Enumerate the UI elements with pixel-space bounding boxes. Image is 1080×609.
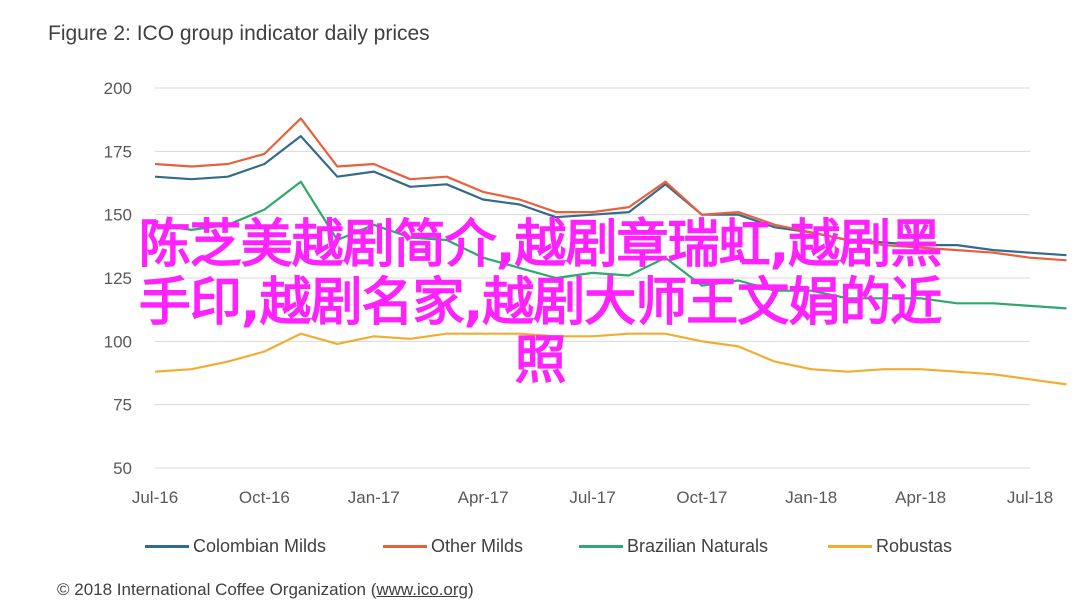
x-tick-label: Apr-17 (458, 488, 509, 507)
legend-label: Colombian Milds (193, 535, 327, 556)
y-tick-label: 150 (104, 206, 132, 225)
legend-item: Other Milds (383, 533, 523, 559)
series-line-other-milds (154, 117, 1067, 262)
watermark-overlay-text: 陈芝美越剧简介,越剧章瑞虹,越剧黑 手印,越剧名家,越剧大师王文娟的近 照 (18, 216, 1062, 390)
legend-item: Brazilian Naturals (579, 533, 768, 559)
x-tick-label: Apr-18 (895, 488, 946, 507)
legend-label: Other Milds (431, 535, 524, 556)
y-tick-label: 175 (104, 142, 132, 161)
x-tick-label: Jul-16 (132, 488, 178, 507)
footer-suffix: ) (468, 580, 474, 599)
x-tick-label: Jul-18 (1007, 488, 1053, 507)
chart-title: Figure 2: ICO group indicator daily pric… (48, 22, 430, 45)
x-tick-label: Jul-17 (569, 488, 615, 507)
x-tick-label: Jan-17 (348, 488, 400, 507)
footer-link[interactable]: www.ico.org (376, 580, 468, 599)
legend-swatch (828, 544, 872, 548)
series-line-brazilian-naturals (154, 180, 1067, 310)
footer-prefix: © 2018 International Coffee Organization… (57, 580, 377, 599)
y-tick-label: 100 (104, 332, 132, 351)
overlay-line-1: 陈芝美越剧简介,越剧章瑞虹,越剧黑 (138, 215, 943, 275)
series-lines (154, 117, 1067, 386)
x-tick-label: Oct-16 (239, 488, 290, 507)
legend-item: Robustas (828, 533, 952, 559)
x-tick-label: Jan-18 (785, 488, 837, 507)
legend-swatch (145, 544, 189, 548)
legend-label: Brazilian Naturals (627, 535, 769, 556)
overlay-line-2: 手印,越剧名家,越剧大师王文娟的近 (138, 273, 943, 333)
overlay-line-3: 照 (514, 331, 566, 391)
series-line-robustas (154, 332, 1067, 386)
y-tick-label: 125 (104, 269, 132, 288)
legend: Colombian Milds Other Milds Brazilian Natu… (0, 533, 1080, 559)
legend-swatch (383, 544, 427, 548)
y-tick-label: 75 (113, 396, 132, 415)
y-tick-label: 200 (104, 79, 132, 98)
legend-label: Robustas (876, 535, 953, 556)
y-axis-ticks: 50 75 100 125 150 175 200 (104, 79, 132, 478)
x-axis-ticks: Jul-16 Oct-16 Jan-17 Apr-17 Jul-17 Oct-17 Jan-… (132, 488, 1053, 507)
legend-item: Colombian Milds (145, 533, 326, 559)
footer-copyright: © 2018 International Coffee Organization… (57, 580, 474, 600)
line-chart: 50 75 100 125 150 175 200 Jul-16 Oct-16 Jan-17 Ap… (104, 79, 1067, 507)
y-tick-label: 50 (113, 459, 132, 478)
series-line-colombian-milds (154, 135, 1067, 257)
x-tick-label: Oct-17 (676, 488, 727, 507)
legend-swatch (579, 544, 623, 548)
